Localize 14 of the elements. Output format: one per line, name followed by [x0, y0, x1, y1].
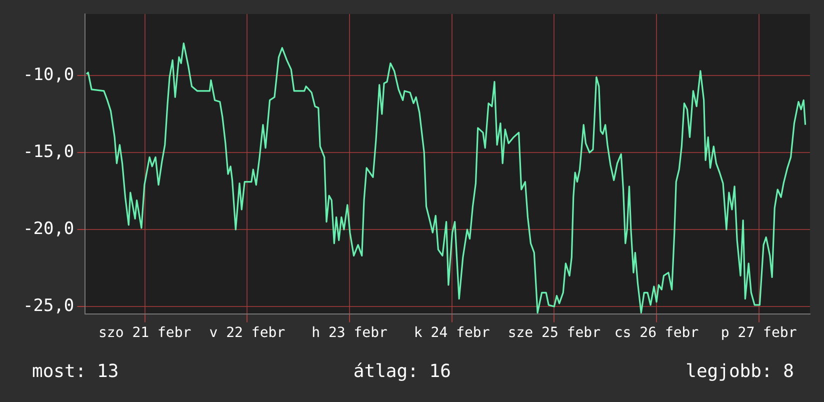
x-tick-label: v 22 febr — [209, 325, 286, 342]
y-tick-label: -25,0 — [22, 296, 74, 316]
text: most: 13 — [32, 361, 119, 382]
x-tick-label: h 23 febr — [312, 325, 388, 342]
text: átlag: 16 — [353, 361, 451, 382]
y-tick-label: -10,0 — [22, 65, 74, 85]
y-tick-label: -20,0 — [22, 218, 74, 239]
y-tick-label: -15,0 — [22, 142, 74, 162]
x-tick-label: k 24 febr — [414, 325, 490, 342]
x-tick-label: p 27 febr — [720, 325, 797, 342]
x-tick-label: sze 25 febr — [508, 325, 601, 342]
x-tick-label: szo 21 febr — [98, 325, 192, 342]
text: legjobb: 8 — [686, 361, 794, 382]
x-tick-label: cs 26 febr — [614, 325, 699, 342]
